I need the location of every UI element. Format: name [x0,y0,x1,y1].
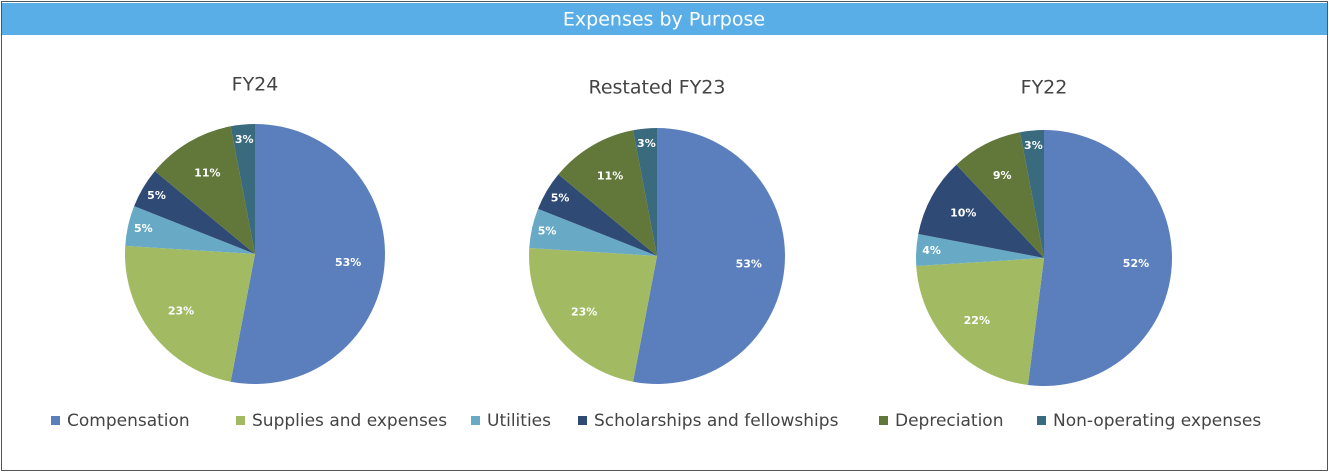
pie-slice [918,164,1044,258]
pie-slice [154,126,255,254]
data-label: 23% [168,304,194,317]
data-label: 22% [964,314,990,327]
data-label: 11% [597,170,623,183]
data-label: 5% [147,189,166,202]
chart-title: Expenses by Purpose [563,9,765,31]
legend-swatch [879,416,888,425]
pie-slice [537,174,657,256]
legend-label: Scholarships and fellowships [594,411,839,431]
legend-label: Depreciation [895,411,1003,431]
pie-slice [916,258,1044,385]
pie-slice [956,132,1044,258]
pie-slice [529,247,657,382]
pie-slice [915,234,1044,267]
legend-label: Compensation [67,411,190,431]
data-label: 23% [571,305,597,318]
pie-slice [633,128,657,256]
pie-slice [230,124,385,384]
data-label: 11% [194,166,220,179]
pie-title: FY24 [232,74,279,96]
pie-slice [125,245,255,382]
pie-slice [1020,130,1044,258]
data-label: 10% [950,207,976,220]
legend-swatch [578,416,587,425]
data-label: 52% [1123,257,1149,270]
legend-swatch [51,416,60,425]
pie-slice [134,171,255,254]
legend-label: Non-operating expenses [1053,411,1261,431]
data-label: 5% [134,222,153,235]
pie-slice [558,130,657,256]
legend-swatch [1037,416,1046,425]
data-label: 3% [1024,139,1043,152]
pie-title: FY22 [1021,77,1068,99]
pie-slice [1027,130,1172,386]
data-label: 3% [637,137,656,150]
data-label: 9% [993,169,1012,182]
pie-slice [230,124,255,254]
data-label: 53% [335,256,361,269]
pie-slice [633,128,785,385]
data-label: 3% [235,133,254,146]
header-bar [2,3,1327,35]
pie-title: Restated FY23 [589,77,726,99]
data-label: 53% [736,258,762,271]
legend-swatch [471,416,480,425]
legend-swatch [236,416,245,425]
data-label: 5% [538,224,557,237]
legend-label: Utilities [487,411,551,431]
data-label: 5% [551,192,570,205]
pie-slice [125,206,255,254]
pie-slice [529,208,657,256]
data-label: 4% [922,244,941,257]
legend-label: Supplies and expenses [252,411,447,431]
